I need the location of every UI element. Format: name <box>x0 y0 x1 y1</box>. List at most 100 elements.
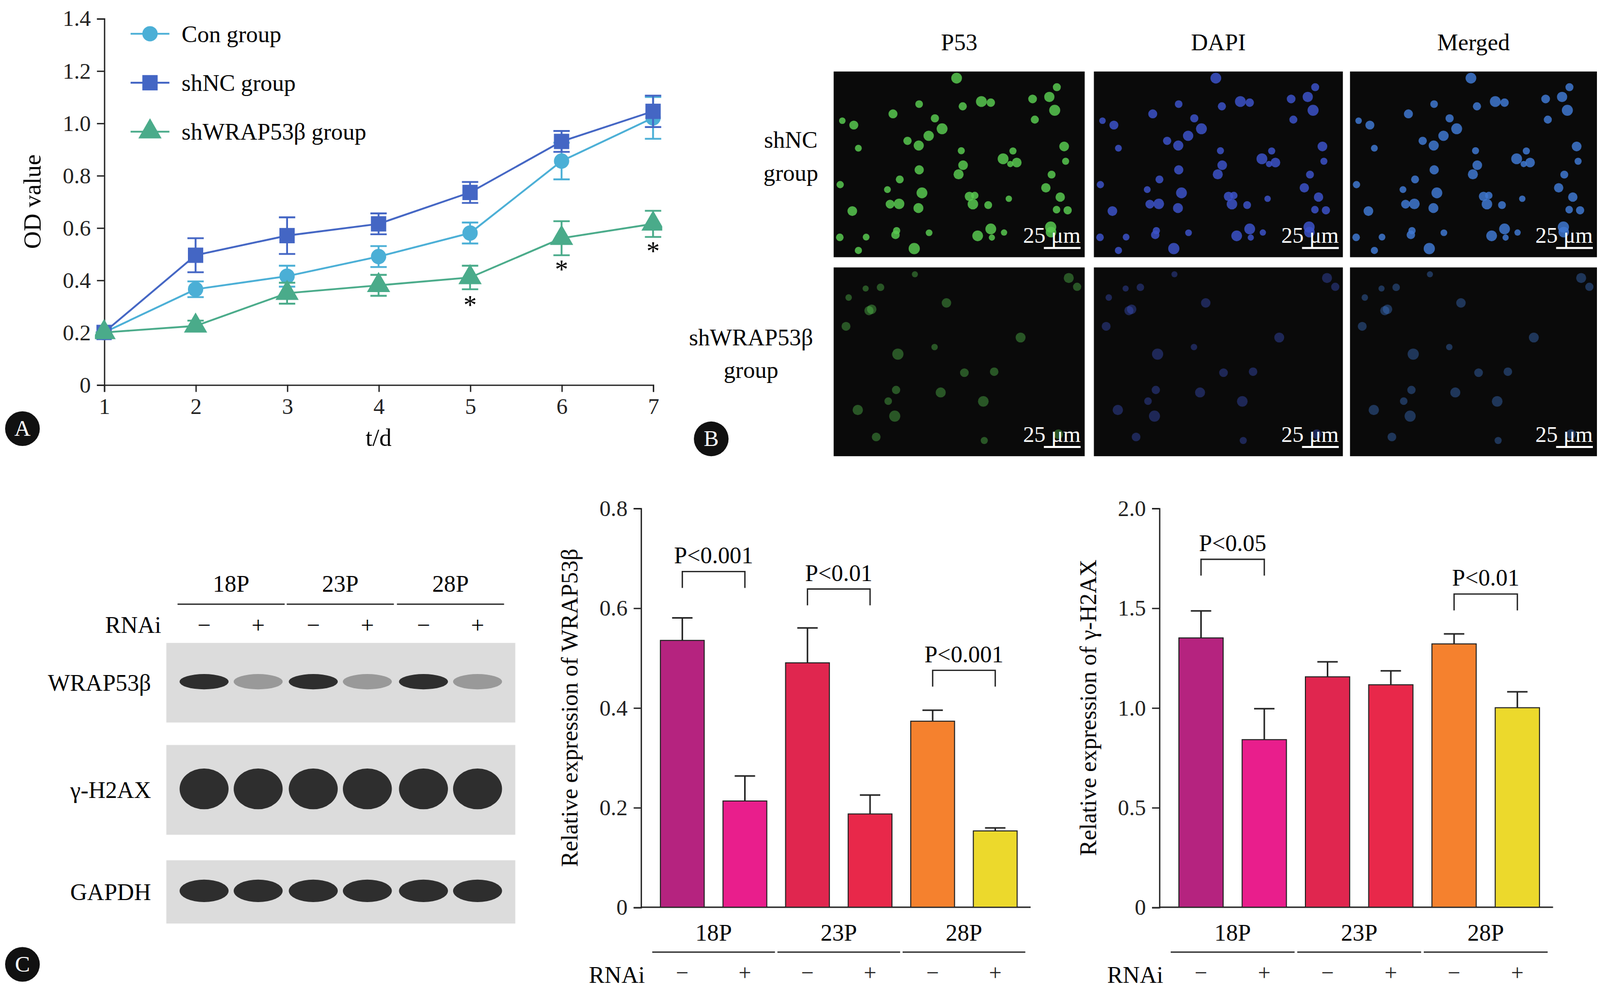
cell-nucleus-decoration <box>1148 109 1158 119</box>
cell-nucleus-decoration <box>1370 144 1379 152</box>
cell-nucleus-decoration <box>1052 83 1062 92</box>
cell-nucleus-decoration <box>1062 157 1070 166</box>
cell-nucleus-decoration <box>1072 282 1081 292</box>
series-line <box>104 224 654 333</box>
lane-group-label: 28P <box>432 570 469 597</box>
cell-nucleus-decoration <box>1485 191 1493 200</box>
cell-nucleus-decoration <box>1576 206 1585 215</box>
tick: 0 <box>1134 894 1160 920</box>
tick: 5 <box>464 385 476 420</box>
tick-mark <box>561 385 563 393</box>
cell-nucleus-decoration <box>1363 206 1374 216</box>
cell-nucleus-decoration <box>1028 94 1037 104</box>
tick: 3 <box>281 385 294 420</box>
micrograph: 25 μm <box>1094 71 1343 258</box>
tick-label: − <box>1447 960 1461 986</box>
cell-nucleus-decoration <box>1124 306 1134 316</box>
tick-label: 0.8 <box>62 163 91 189</box>
tick-mark <box>1152 707 1160 710</box>
blot-band <box>453 674 502 690</box>
x-axis-title: RNAi <box>1107 962 1164 988</box>
tick-mark <box>97 18 105 20</box>
scale-bar <box>1301 246 1339 249</box>
cell-nucleus-decoration <box>1270 157 1281 168</box>
cell-nucleus-decoration <box>1101 322 1111 331</box>
blot-strip <box>166 860 516 924</box>
scale-bar <box>1556 445 1593 448</box>
panel-label: C <box>5 946 40 982</box>
row-title-line: group <box>723 357 779 383</box>
tick-label: 2.0 <box>1117 496 1146 522</box>
significance-label: P<0.001 <box>674 542 754 569</box>
cell-nucleus-decoration <box>1153 198 1165 210</box>
tick: 0.8 <box>62 163 105 189</box>
significance-bracket <box>807 589 871 606</box>
axis-line <box>1152 508 1160 908</box>
panel-label: A <box>5 411 40 446</box>
legend: Con groupshNC groupshWRAP53β group <box>130 21 367 146</box>
cell-nucleus-decoration <box>1399 397 1408 405</box>
series-line <box>104 111 654 333</box>
cell-nucleus-decoration <box>908 242 920 254</box>
cell-nucleus-decoration <box>1172 203 1183 214</box>
cell-nucleus-decoration <box>1357 322 1367 331</box>
error-bar <box>922 710 943 722</box>
cell-nucleus-decoration <box>1217 160 1228 171</box>
cell-nucleus-decoration <box>1107 206 1117 216</box>
cell-nucleus-decoration <box>1190 114 1199 123</box>
cell-nucleus-decoration <box>1355 117 1362 124</box>
cell-nucleus-decoration <box>1514 229 1521 236</box>
cell-nucleus-decoration <box>1049 104 1061 116</box>
cell-nucleus-decoration <box>1380 306 1390 316</box>
cell-nucleus-decoration <box>1218 102 1227 111</box>
cell-nucleus-decoration <box>1331 282 1340 292</box>
bar <box>1178 637 1224 908</box>
tick-mark <box>1152 507 1160 510</box>
cell-nucleus-decoration <box>1322 272 1333 283</box>
cell-nucleus-decoration <box>1392 283 1400 292</box>
cell-nucleus-decoration <box>1571 141 1582 152</box>
tick: − <box>801 907 814 986</box>
x-axis-title: t/d <box>365 424 392 452</box>
legend-entry: shWRAP53β group <box>130 118 367 146</box>
cell-nucleus-decoration <box>1122 233 1130 241</box>
cell-nucleus-decoration <box>1474 368 1483 377</box>
cell-nucleus-decoration <box>1219 368 1228 377</box>
bar <box>1241 739 1287 908</box>
cell-nucleus-decoration <box>1109 120 1119 130</box>
error-bar <box>645 95 662 127</box>
cell-nucleus-decoration <box>1155 175 1164 184</box>
tick: 0.2 <box>599 795 641 821</box>
cell-nucleus-decoration <box>1000 229 1007 236</box>
cell-nucleus-decoration <box>885 199 895 209</box>
series <box>96 97 662 341</box>
cell-nucleus-decoration <box>1310 205 1319 214</box>
series <box>96 95 662 340</box>
tick-label: 0.6 <box>599 595 628 621</box>
tick-mark <box>652 385 655 393</box>
tick-label: 0.6 <box>62 215 91 241</box>
micrograph: 25 μm <box>1350 71 1597 258</box>
cell-nucleus-decoration <box>1044 91 1055 103</box>
scale-bar-label: 25 μm <box>1022 422 1081 447</box>
cell-nucleus-decoration <box>936 123 948 135</box>
micrograph-background <box>833 267 1085 457</box>
tick-label: + <box>1511 960 1524 986</box>
cell-nucleus-decoration <box>896 175 905 184</box>
tick-mark <box>633 807 642 809</box>
cell-nucleus-decoration <box>903 136 912 145</box>
group-label: 23P <box>820 919 857 946</box>
tick-label: 0.4 <box>62 268 91 294</box>
cell-nucleus-decoration <box>951 72 963 84</box>
tick-mark <box>633 907 642 909</box>
cell-nucleus-decoration <box>892 348 904 360</box>
tick-label: 1.5 <box>1117 595 1146 621</box>
cell-nucleus-decoration <box>1585 282 1594 292</box>
micrograph: 25 μm <box>833 71 1085 258</box>
cell-nucleus-decoration <box>1190 343 1198 351</box>
cell-nucleus-decoration <box>913 140 924 151</box>
bar <box>1305 676 1350 908</box>
cell-nucleus-decoration <box>1481 198 1493 210</box>
tick-mark <box>97 70 105 73</box>
panel-label-badge <box>5 411 40 446</box>
